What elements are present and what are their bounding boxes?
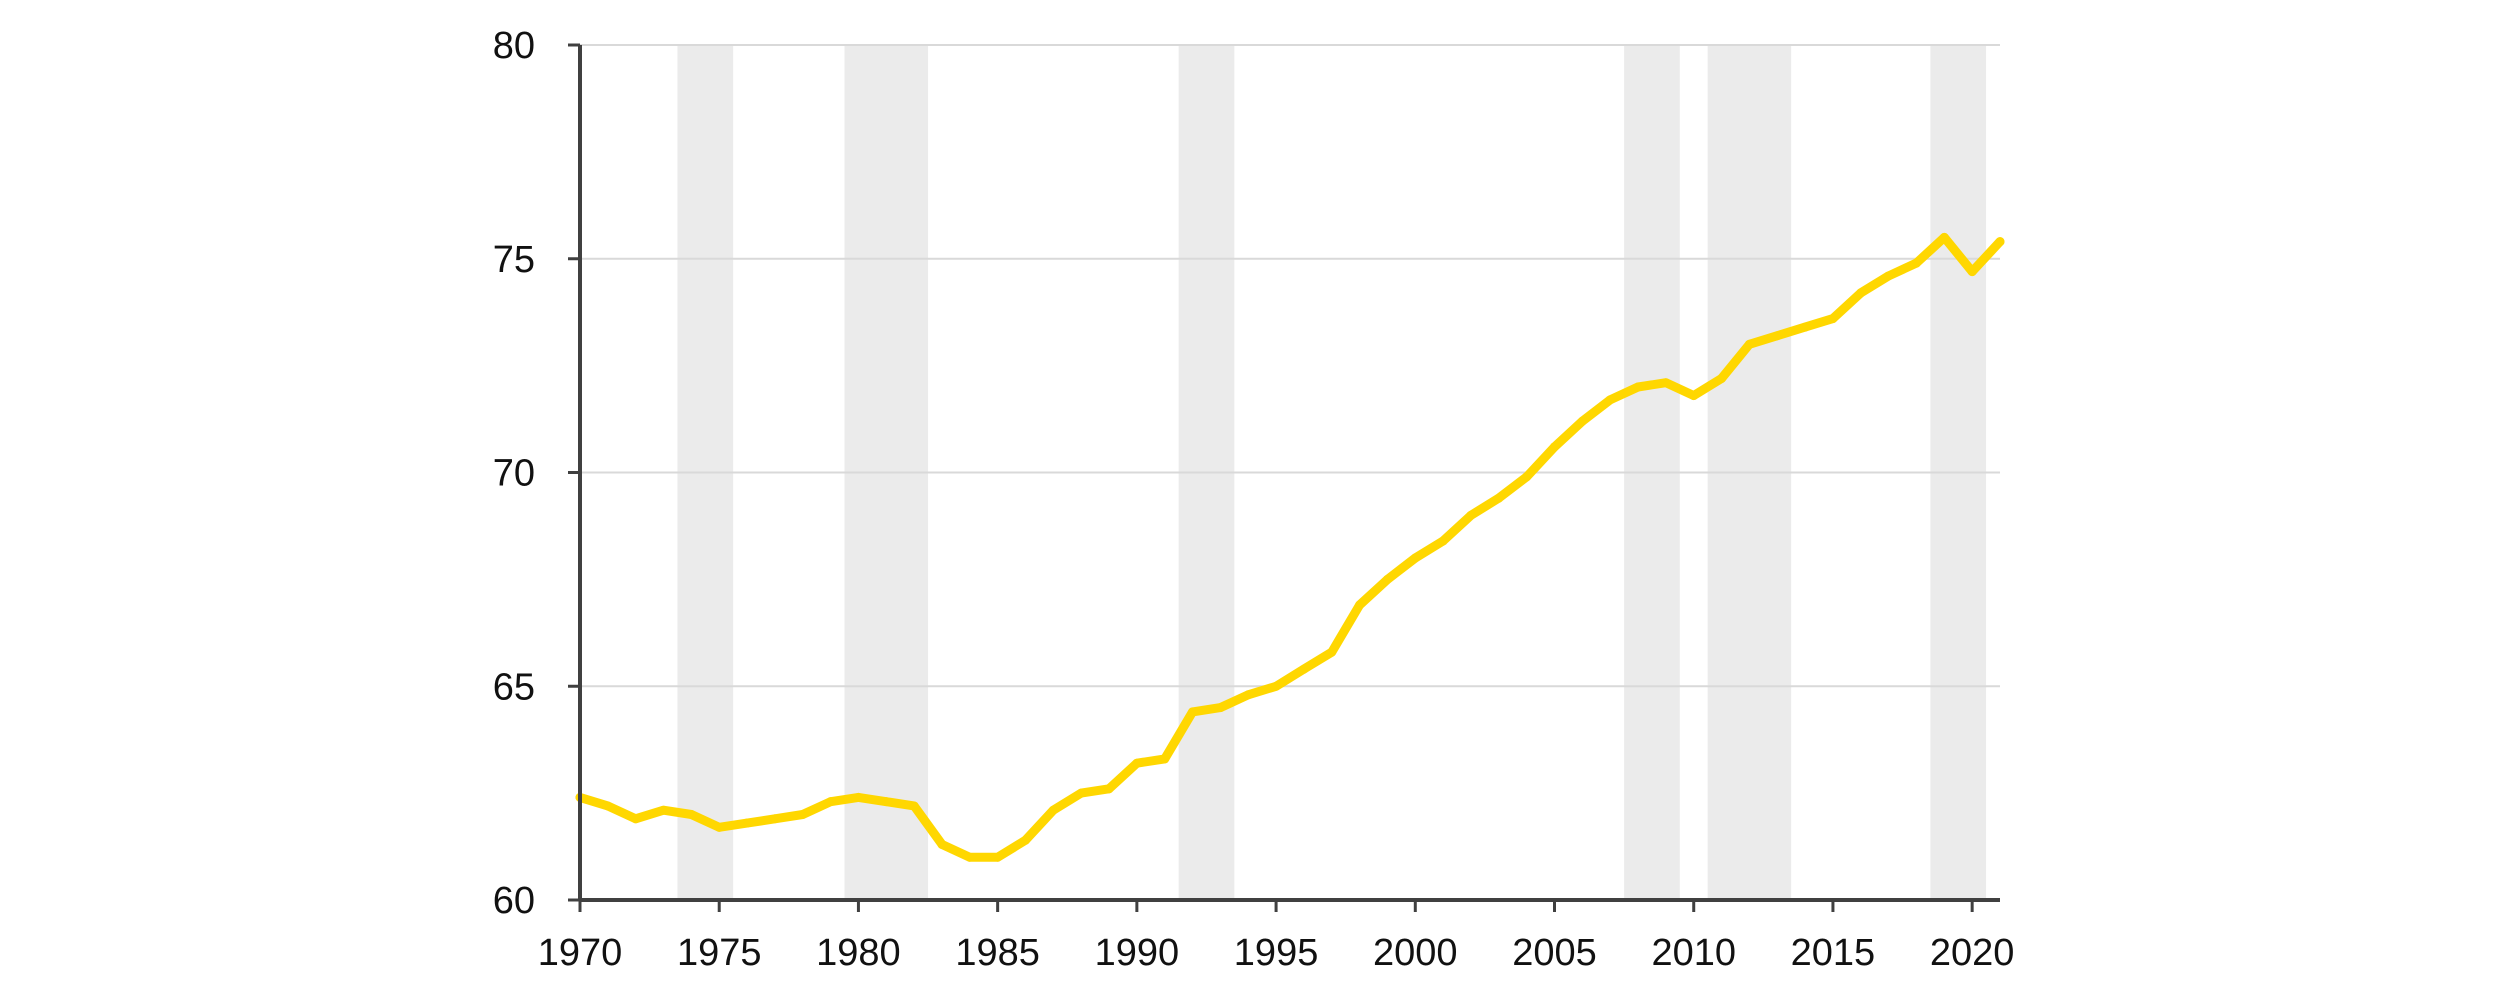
data-point [1355, 600, 1365, 610]
data-point [1911, 258, 1921, 268]
data-point [659, 805, 669, 815]
x-tick-label: 2020 [1930, 932, 2015, 974]
data-point [1382, 574, 1392, 584]
y-tick-label: 70 [493, 453, 535, 495]
data-point [1048, 805, 1058, 815]
gridlines [580, 44, 2000, 688]
data-point [1939, 232, 1949, 242]
data-point [1550, 442, 1560, 452]
data-point [1132, 758, 1142, 768]
data-point [603, 801, 613, 811]
y-tick-label: 65 [493, 666, 535, 708]
series-layer [575, 232, 2005, 862]
data-point [1717, 373, 1727, 383]
x-tick-label: 1970 [538, 932, 623, 974]
data-point [1800, 322, 1810, 332]
data-point [1633, 382, 1643, 392]
data-point [993, 852, 1003, 862]
data-point [742, 818, 752, 828]
series-line-0 [575, 232, 2005, 862]
data-point [714, 822, 724, 832]
x-tick-label: 2010 [1651, 932, 1736, 974]
y-tick-label: 75 [493, 239, 535, 281]
x-tick-label: 2005 [1512, 932, 1597, 974]
data-point [1494, 493, 1504, 503]
data-point [909, 801, 919, 811]
x-tick-label: 1985 [955, 932, 1040, 974]
data-point [1689, 391, 1699, 401]
data-point [1577, 416, 1587, 426]
x-tick-label: 1980 [816, 932, 901, 974]
data-point [1215, 703, 1225, 713]
data-point [1410, 553, 1420, 563]
data-point [1967, 267, 1977, 277]
data-point [1466, 510, 1476, 520]
x-tick-label: 1995 [1234, 932, 1319, 974]
data-point [965, 852, 975, 862]
data-point [1076, 788, 1086, 798]
data-point [798, 810, 808, 819]
data-point [1327, 647, 1337, 657]
data-point [1299, 664, 1309, 674]
x-tick-label: 1990 [1095, 932, 1180, 974]
data-point [1243, 690, 1253, 700]
y-tick-label: 80 [493, 25, 535, 67]
tick-labels: 60 65 70 75 80 1970 1975 1980 1985 1990 1995 2000 20… [493, 25, 2015, 974]
data-point [631, 814, 641, 824]
data-point [1661, 378, 1671, 388]
data-point [1884, 271, 1894, 281]
data-point [1995, 237, 2005, 247]
x-tick-label: 1975 [677, 932, 762, 974]
data-point [826, 797, 836, 807]
data-point [1438, 536, 1448, 546]
data-point [1522, 472, 1532, 482]
data-point [1160, 754, 1170, 764]
data-point [937, 839, 947, 849]
data-point [881, 797, 891, 807]
data-point [770, 814, 780, 824]
x-tick-label: 2015 [1791, 932, 1876, 974]
data-point [1856, 288, 1866, 298]
axes [568, 43, 2000, 912]
data-point [1271, 681, 1281, 691]
data-point [1020, 835, 1030, 845]
data-point [1188, 707, 1198, 717]
data-point [686, 810, 696, 819]
data-point [853, 792, 863, 802]
data-point [1744, 339, 1754, 349]
x-tick-label: 2000 [1373, 932, 1458, 974]
y-tick-label: 60 [493, 880, 535, 922]
data-point [1605, 395, 1615, 405]
data-point [1772, 331, 1782, 341]
data-point [1828, 314, 1838, 324]
data-point [1104, 784, 1114, 794]
